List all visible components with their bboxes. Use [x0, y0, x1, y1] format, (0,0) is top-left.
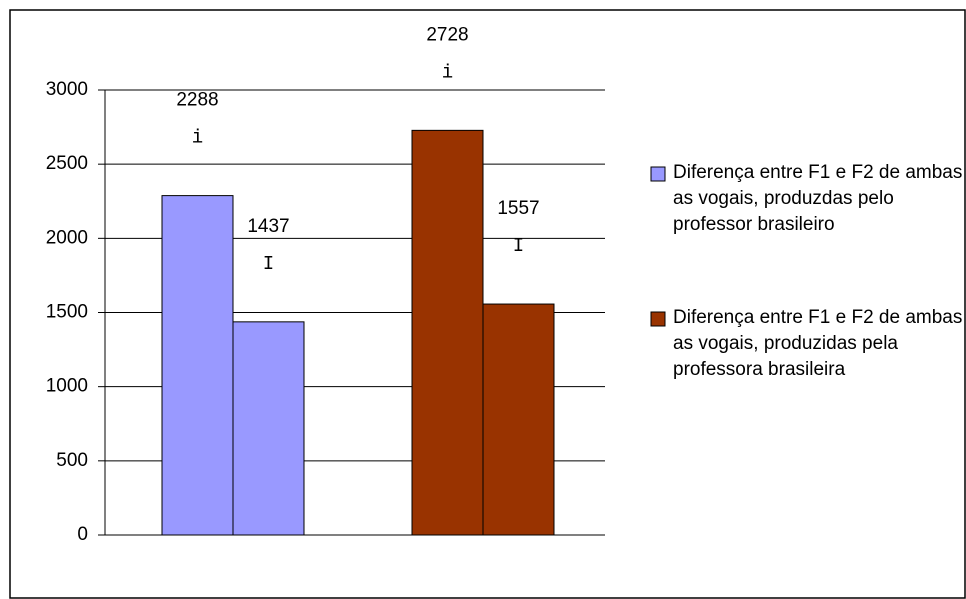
y-tick-label: 1000	[46, 376, 88, 397]
y-tick-label: 2000	[46, 227, 88, 248]
legend-label: Diferença entre F1 e F2 de ambas as voga…	[673, 307, 963, 380]
y-tick-label: 0	[77, 524, 88, 545]
data-label: 1437	[247, 216, 289, 237]
legend-item: Diferença entre F1 e F2 de ambas as voga…	[673, 162, 963, 235]
bar	[161, 195, 234, 536]
y-tick-label: 3000	[46, 79, 88, 100]
bar-label: i	[442, 61, 453, 83]
y-tick-label: 500	[56, 450, 88, 471]
bar-label: I	[263, 253, 274, 275]
legend-item: Diferença entre F1 e F2 de ambas as voga…	[673, 307, 963, 380]
data-label: 2728	[426, 24, 468, 45]
legend-label: Diferença entre F1 e F2 de ambas as voga…	[673, 162, 963, 235]
data-label: 1557	[497, 198, 539, 219]
legend-swatch	[650, 166, 666, 182]
bar	[411, 129, 484, 536]
y-tick-label: 2500	[46, 153, 88, 174]
legend-swatch	[650, 311, 666, 327]
bar-label: I	[513, 235, 524, 257]
bar	[482, 303, 555, 536]
data-label: 2288	[176, 90, 218, 111]
bar-label: i	[192, 127, 203, 149]
y-tick-label: 1500	[46, 302, 88, 323]
bar	[232, 321, 305, 536]
